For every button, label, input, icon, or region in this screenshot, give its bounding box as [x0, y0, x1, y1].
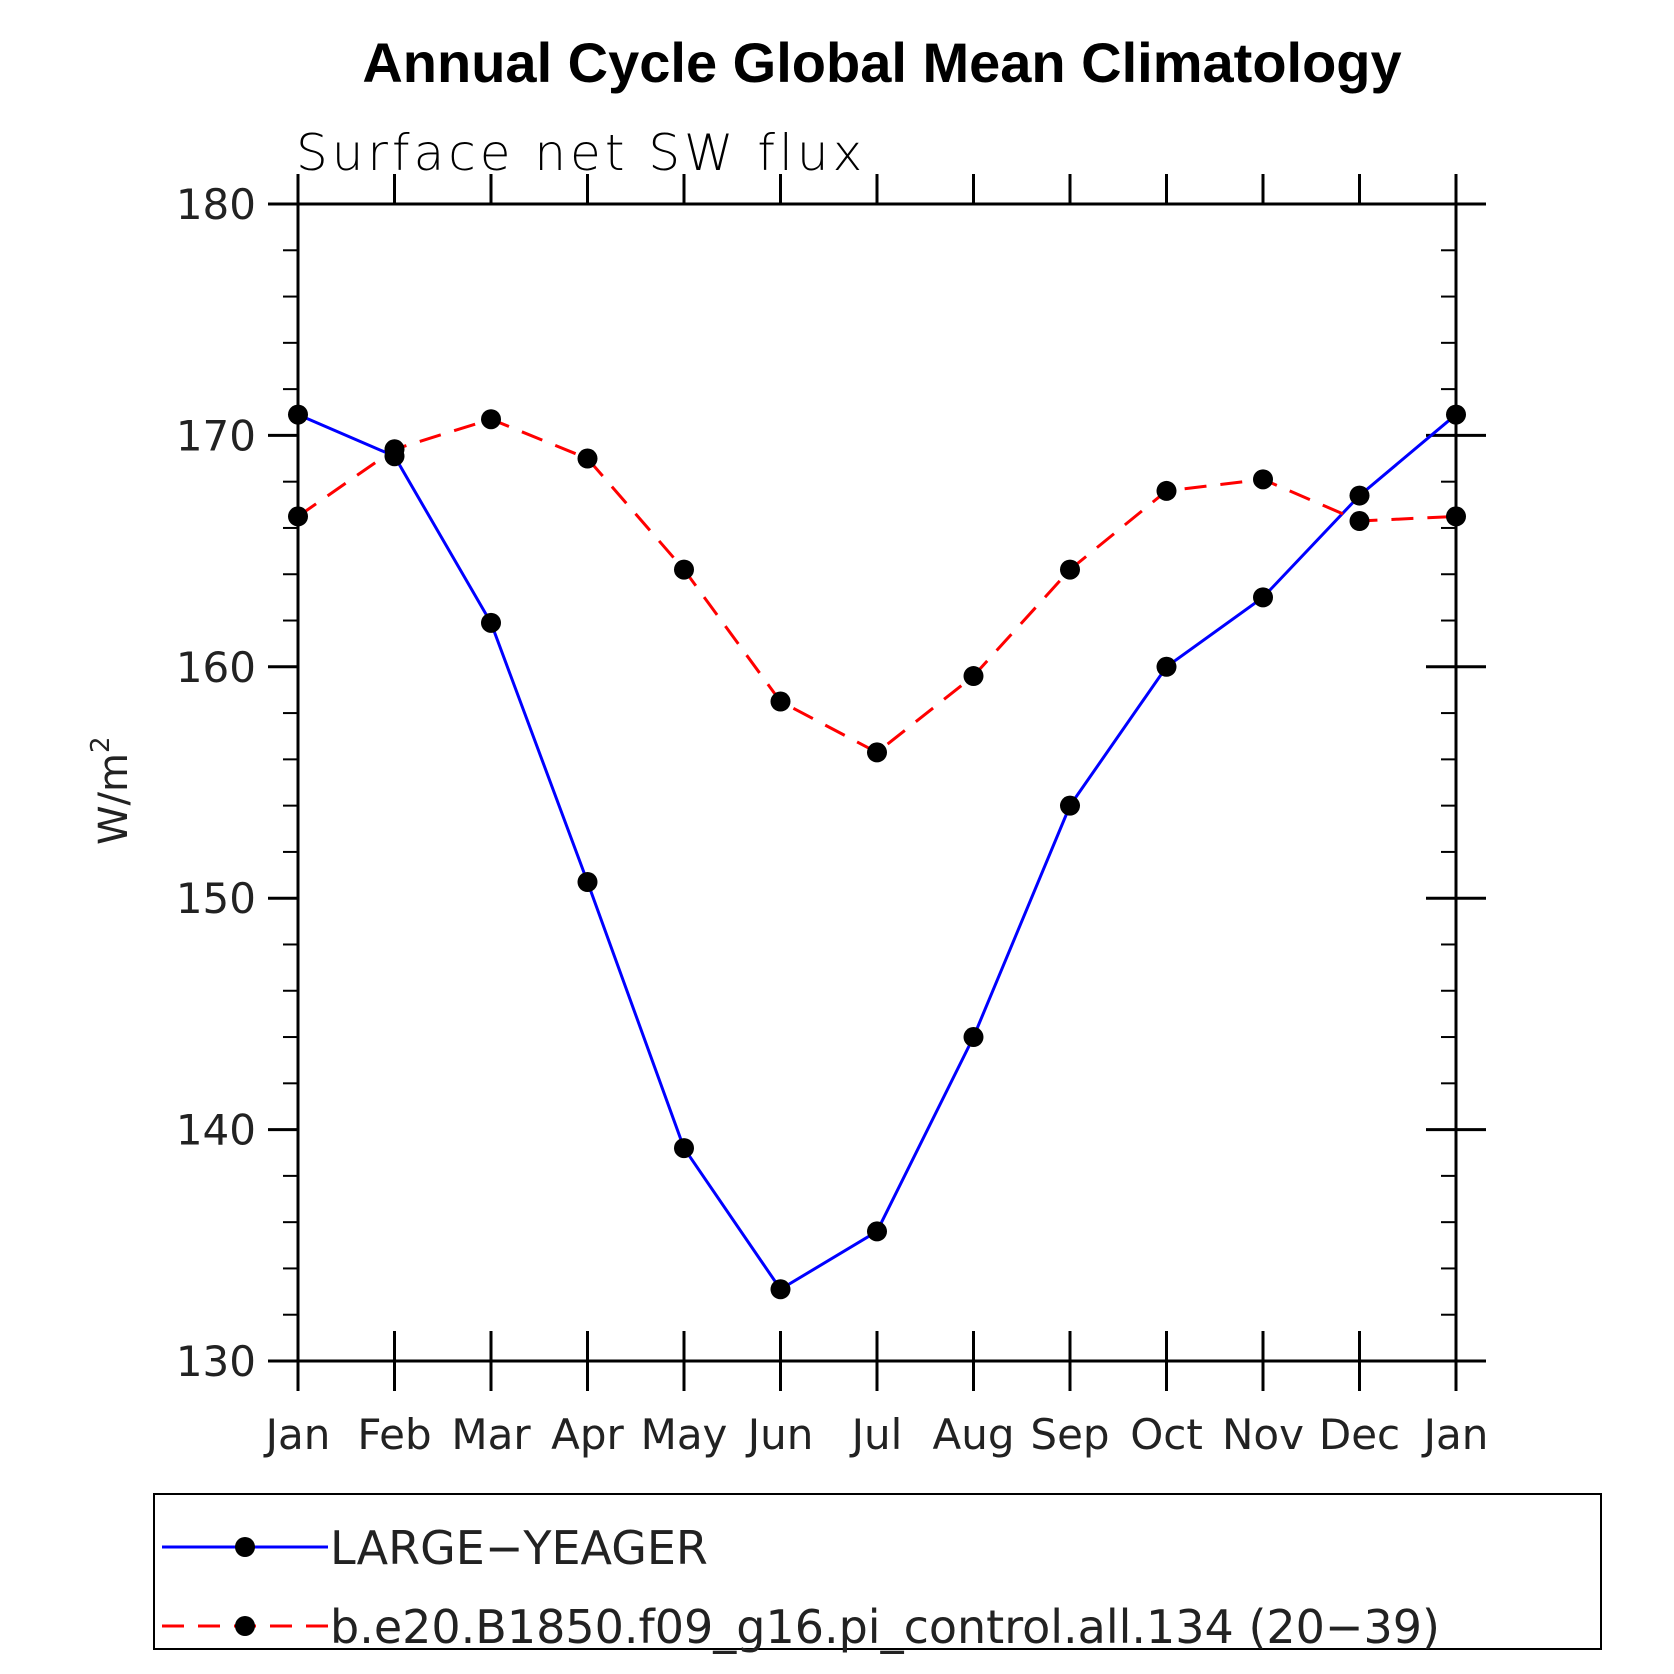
y-axis-label-base: W/m	[91, 753, 137, 845]
x-tick-label: Jan	[1421, 1410, 1489, 1459]
x-tick-label: Mar	[451, 1410, 531, 1459]
data-point	[1253, 469, 1273, 490]
axis-ticks	[268, 174, 1486, 1391]
x-tick-label: Feb	[357, 1410, 431, 1459]
legend-entries: LARGE−YEAGER b.e20.B1850.f09_g16.pi_contr…	[162, 1521, 1440, 1654]
legend-marker	[235, 1537, 255, 1557]
legend-entry-2: b.e20.B1850.f09_g16.pi_control.all.134 (…	[162, 1600, 1440, 1654]
data-point	[770, 691, 791, 712]
x-tick-label: Apr	[551, 1410, 624, 1459]
series-line	[297, 417, 1457, 755]
data-point	[288, 404, 308, 425]
data-point	[674, 559, 694, 580]
data-point	[577, 448, 598, 469]
x-tick-labels: Jan Feb Mar Apr May Jun Jul Aug Sep Oct Nov Dec Jan	[263, 1410, 1489, 1459]
y-tick-label: 140	[176, 1106, 256, 1155]
y-tick-label: 130	[176, 1337, 256, 1386]
svg-text:W/m2: W/m2	[86, 736, 137, 845]
series-1	[288, 404, 1466, 1300]
series-2	[288, 409, 1466, 763]
data-point	[1060, 559, 1080, 580]
data-point	[1253, 587, 1273, 608]
x-tick-label: Oct	[1130, 1410, 1203, 1459]
x-tick-label: Sep	[1030, 1410, 1109, 1459]
data-point	[577, 872, 598, 893]
y-tick-label: 150	[176, 874, 256, 923]
y-axis-label-superscript: 2	[86, 736, 116, 753]
data-point	[481, 409, 501, 430]
y-tick-label: 160	[176, 643, 256, 692]
series-line	[297, 413, 1457, 1292]
data-point	[1446, 506, 1466, 527]
y-tick-label: 170	[176, 411, 256, 460]
legend-label: b.e20.B1850.f09_g16.pi_control.all.134 (…	[330, 1600, 1440, 1654]
y-axis-label: W/m2	[86, 736, 137, 845]
x-tick-label: Jul	[849, 1410, 903, 1459]
data-point	[867, 1221, 887, 1242]
legend-label: LARGE−YEAGER	[330, 1521, 708, 1575]
legend-entry-1: LARGE−YEAGER	[162, 1521, 708, 1575]
data-point	[963, 1027, 984, 1048]
x-tick-label: Dec	[1319, 1410, 1400, 1459]
legend: LARGE−YEAGER b.e20.B1850.f09_g16.pi_contr…	[153, 1493, 1602, 1654]
data-point	[1349, 485, 1370, 506]
x-tick-label: Jun	[745, 1410, 814, 1459]
data-point	[1156, 656, 1177, 677]
y-tick-label: 180	[176, 180, 256, 229]
data-point	[1060, 795, 1080, 816]
data-point	[384, 439, 405, 460]
legend-marker	[235, 1616, 255, 1636]
x-tick-label: Nov	[1222, 1410, 1304, 1459]
chart-title: Annual Cycle Global Mean Climatology	[362, 31, 1401, 94]
data-point	[1446, 404, 1466, 425]
x-tick-label: Jan	[263, 1410, 331, 1459]
data-point	[1156, 480, 1177, 501]
data-point	[288, 506, 308, 527]
x-tick-label: May	[641, 1410, 728, 1459]
data-point	[481, 612, 501, 633]
x-tick-label: Aug	[932, 1410, 1014, 1459]
data-point	[867, 742, 887, 763]
plot-frame	[296, 202, 1458, 1363]
data-point	[1349, 511, 1370, 532]
y-tick-labels: 130 140 150 160 170 180	[176, 180, 256, 1386]
series-layer	[288, 404, 1466, 1300]
legend-box	[153, 1493, 1602, 1650]
chart-subtitle: Surface net SW flux	[296, 124, 866, 182]
data-point	[963, 666, 984, 687]
data-point	[674, 1138, 694, 1159]
data-point	[770, 1279, 791, 1300]
